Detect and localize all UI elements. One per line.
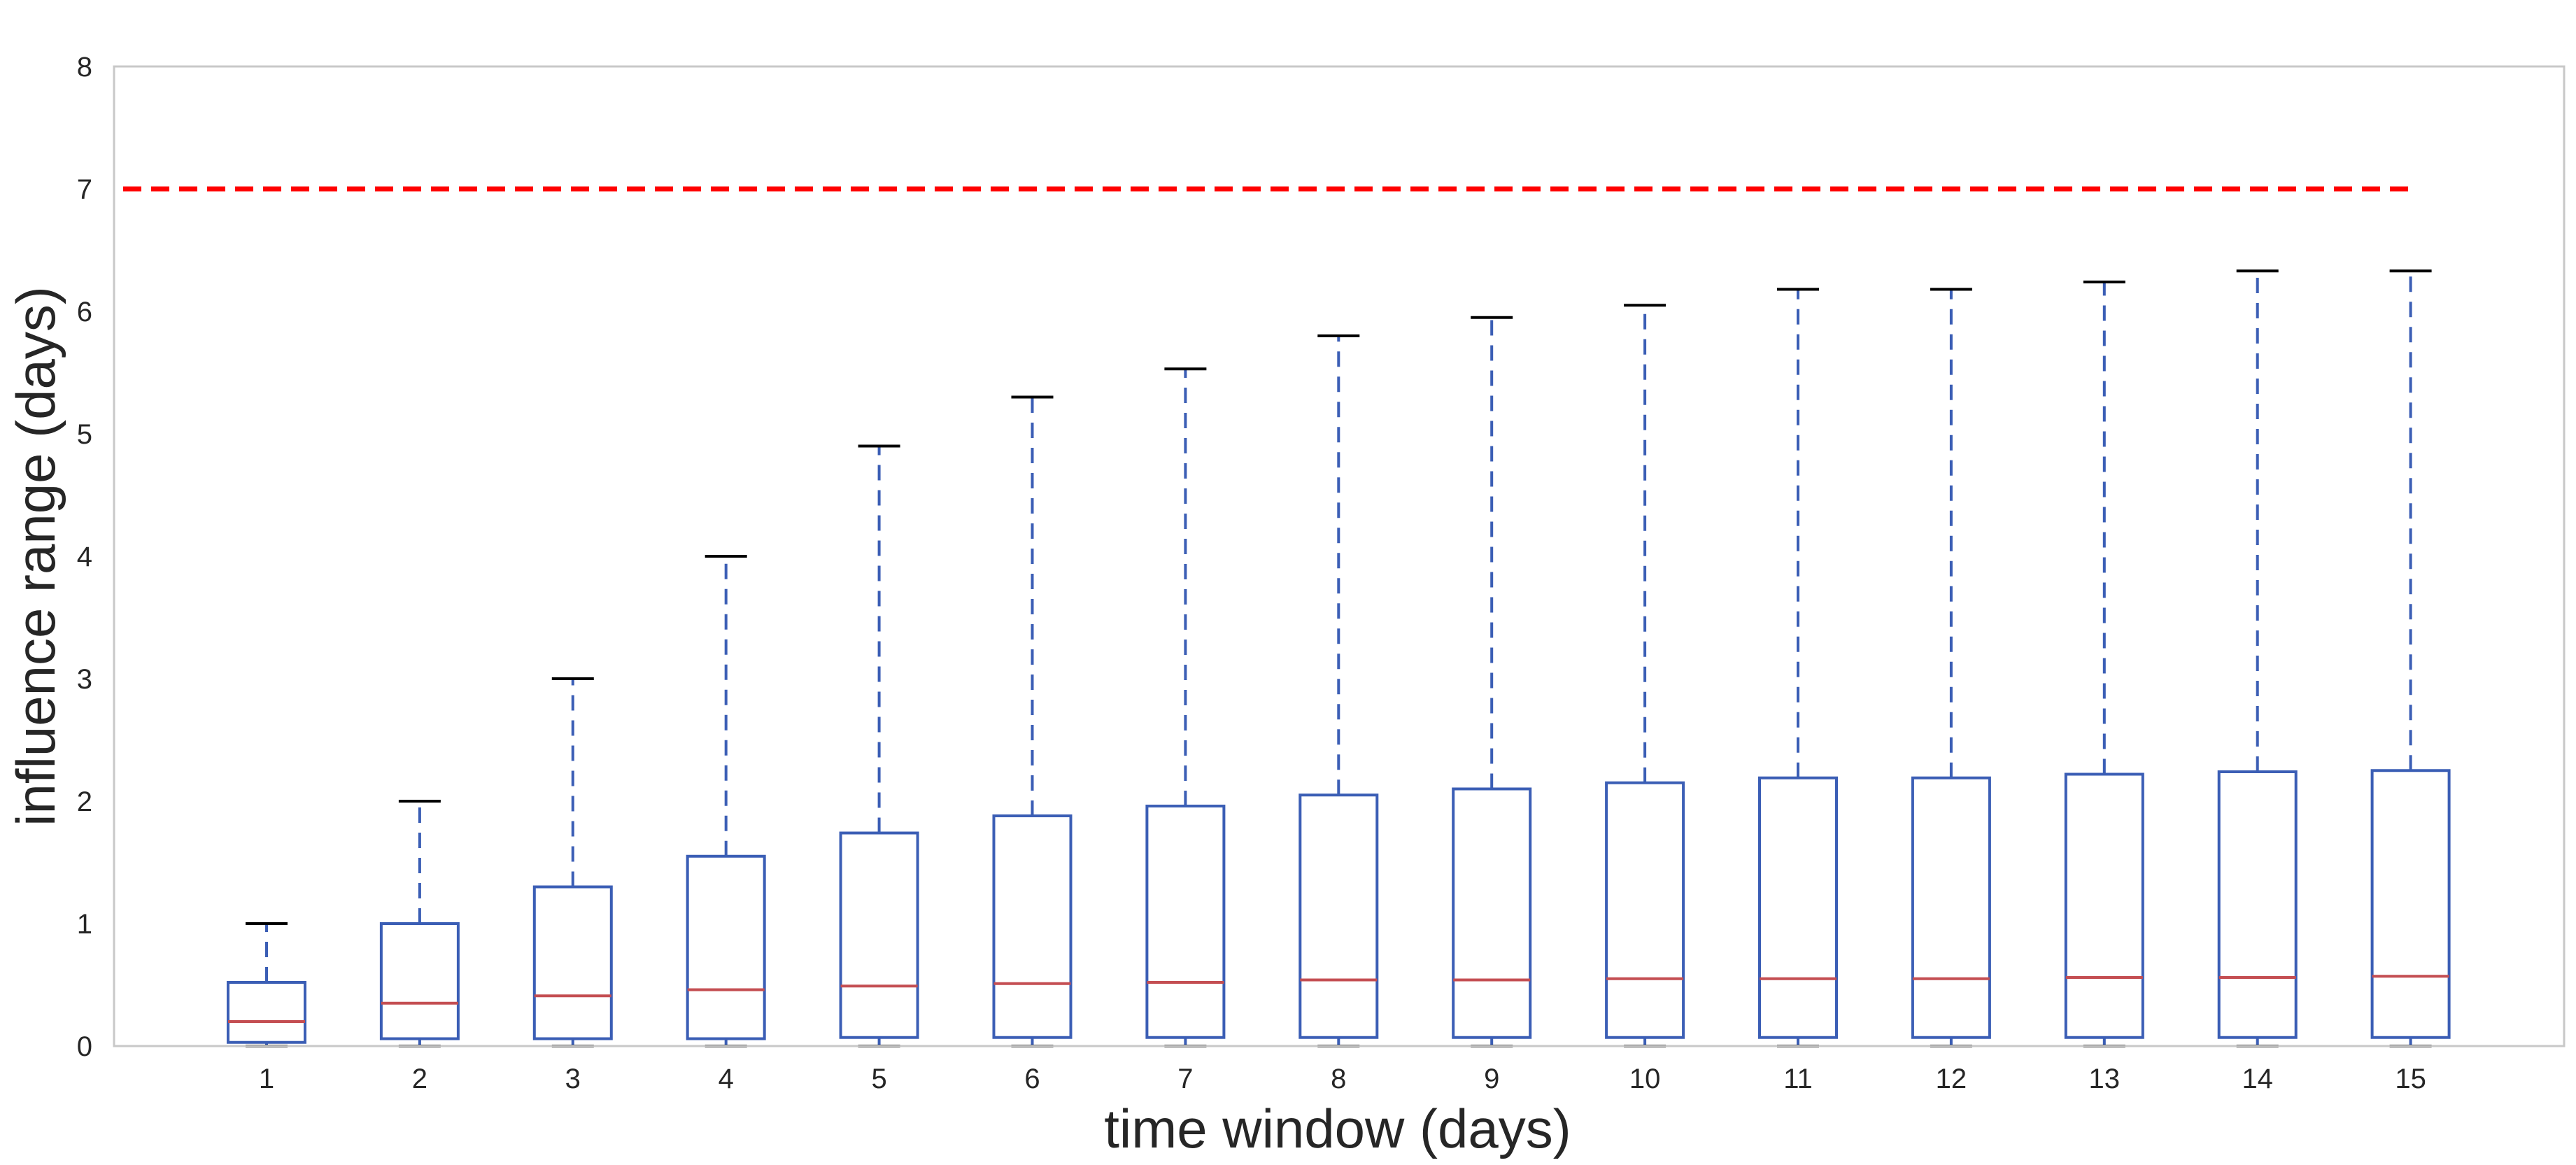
x-tick-label: 9: [1484, 1064, 1499, 1094]
box-group: [532, 677, 613, 1047]
box-body: [2370, 769, 2451, 1039]
box-body: [1758, 776, 1838, 1039]
y-tick-label: 1: [77, 909, 92, 940]
x-tick-label: 13: [2089, 1064, 2121, 1094]
plot-frame: [113, 65, 2566, 1047]
x-tick-label: 2: [412, 1064, 427, 1094]
box-body: [2064, 772, 2144, 1039]
box-group: [1758, 288, 1838, 1047]
box-body: [1452, 787, 1532, 1039]
box-body: [227, 981, 306, 1044]
y-tick-label: 0: [77, 1031, 92, 1062]
x-tick-label: 14: [2242, 1064, 2273, 1094]
box-group: [1911, 288, 1991, 1047]
x-tick-label: 15: [2395, 1064, 2426, 1094]
box-group: [227, 922, 306, 1047]
y-tick-label: 7: [77, 174, 92, 205]
y-axis-label: influence range (days): [5, 286, 66, 826]
box-group: [2064, 281, 2144, 1047]
box-body: [532, 885, 613, 1040]
x-tick-label: 7: [1177, 1064, 1193, 1094]
x-tick-label: 11: [1783, 1064, 1813, 1094]
box-group: [2217, 269, 2298, 1047]
y-tick-label: 8: [77, 52, 92, 83]
y-tick-labels: 0 1 2 3 4 5 6 7 8: [77, 52, 92, 1062]
x-tick-labels: 1 2 3 4 5 6 7 8 9 10 11 12 13 14 15: [259, 1064, 2426, 1094]
box-group: [1452, 316, 1532, 1047]
box-body: [1911, 776, 1991, 1039]
x-tick-label: 12: [1936, 1064, 1967, 1094]
x-tick-label: 10: [1629, 1064, 1661, 1094]
y-tick-label: 6: [77, 297, 92, 327]
box-group: [2370, 269, 2451, 1047]
box-body: [1298, 793, 1379, 1039]
box-body: [1145, 805, 1226, 1039]
x-tick-label: 1: [259, 1064, 274, 1094]
x-tick-label: 6: [1024, 1064, 1040, 1094]
box-group: [1145, 367, 1226, 1047]
y-tick-label: 2: [77, 786, 92, 817]
box-group: [379, 800, 460, 1047]
y-tick-label: 4: [77, 542, 92, 572]
box-body: [1605, 781, 1685, 1039]
box-group: [839, 444, 919, 1047]
y-tick-label: 3: [77, 664, 92, 695]
x-axis-label: time window (days): [1104, 1098, 1571, 1159]
box-body: [2217, 770, 2298, 1039]
box-body: [686, 854, 766, 1040]
x-tick-label: 8: [1331, 1064, 1346, 1094]
x-tick-label: 4: [719, 1064, 734, 1094]
box-group: [1605, 304, 1685, 1047]
boxes-layer: [227, 269, 2451, 1047]
x-tick-label: 5: [871, 1064, 886, 1094]
box-body: [839, 831, 919, 1039]
box-body: [379, 922, 460, 1040]
box-group: [686, 555, 766, 1047]
box-body: [992, 814, 1073, 1039]
box-group: [992, 395, 1073, 1047]
x-tick-label: 3: [565, 1064, 581, 1094]
box-group: [1298, 334, 1379, 1047]
y-tick-label: 5: [77, 419, 92, 450]
